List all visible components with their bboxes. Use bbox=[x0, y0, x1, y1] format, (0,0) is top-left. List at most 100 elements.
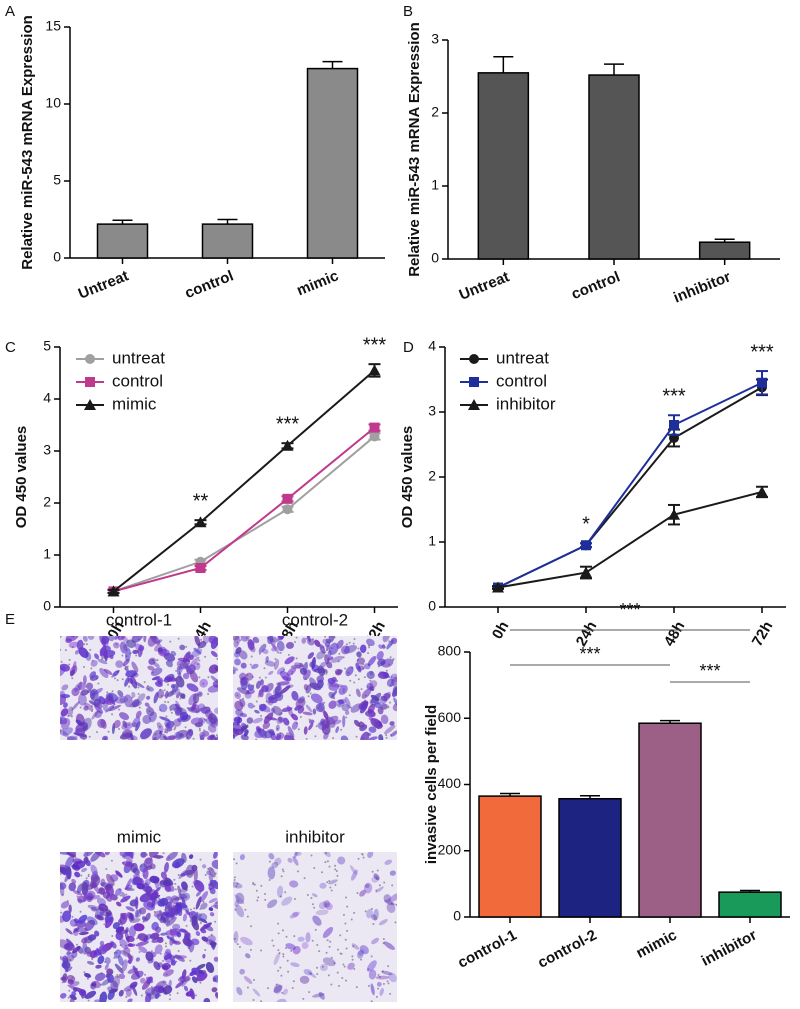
pore bbox=[310, 897, 313, 900]
pore bbox=[144, 973, 147, 976]
pore bbox=[350, 918, 353, 921]
cell bbox=[129, 701, 142, 708]
cell bbox=[381, 658, 394, 668]
cell bbox=[77, 693, 87, 706]
cell bbox=[94, 710, 102, 719]
cell bbox=[350, 869, 358, 881]
pore bbox=[314, 735, 317, 738]
cell bbox=[239, 968, 245, 975]
cell bbox=[192, 704, 200, 710]
pore bbox=[385, 734, 388, 737]
pore bbox=[191, 885, 194, 888]
cell bbox=[131, 636, 144, 643]
cell bbox=[66, 974, 76, 983]
cell bbox=[322, 957, 336, 967]
cell bbox=[99, 667, 109, 678]
cell bbox=[81, 937, 88, 944]
cell bbox=[359, 644, 367, 653]
cell bbox=[279, 685, 291, 695]
pore bbox=[167, 701, 170, 704]
pore bbox=[70, 715, 73, 718]
cell bbox=[208, 907, 214, 912]
cell bbox=[83, 852, 94, 857]
pore bbox=[156, 659, 159, 662]
cell bbox=[110, 980, 119, 992]
cell bbox=[62, 727, 73, 736]
cell bbox=[144, 987, 155, 996]
x-tick-label: Untreat bbox=[457, 268, 512, 303]
cell bbox=[118, 973, 126, 980]
pore bbox=[244, 908, 247, 911]
pore bbox=[378, 884, 381, 887]
cell bbox=[166, 677, 173, 682]
pore bbox=[216, 657, 218, 660]
cell bbox=[77, 682, 87, 690]
pore bbox=[67, 996, 70, 999]
pore bbox=[353, 681, 356, 684]
pore bbox=[238, 946, 241, 949]
bar bbox=[306, 67, 359, 259]
pore bbox=[326, 881, 329, 884]
cell bbox=[388, 972, 397, 983]
cell bbox=[233, 881, 243, 889]
cell bbox=[193, 661, 201, 671]
pore bbox=[377, 987, 380, 990]
pore bbox=[236, 641, 239, 644]
cell bbox=[103, 668, 113, 675]
cell bbox=[214, 666, 218, 671]
cell bbox=[208, 882, 213, 887]
pore bbox=[369, 679, 372, 682]
cell bbox=[240, 734, 249, 740]
pore bbox=[198, 729, 201, 732]
cell bbox=[184, 930, 190, 939]
cell bbox=[163, 951, 173, 964]
bar bbox=[698, 241, 751, 260]
cell bbox=[307, 971, 317, 979]
cell bbox=[215, 736, 218, 740]
cell bbox=[236, 687, 250, 695]
pore bbox=[361, 853, 364, 856]
pore bbox=[202, 682, 205, 685]
cell bbox=[198, 970, 207, 974]
cell bbox=[193, 868, 198, 883]
cell bbox=[284, 656, 295, 665]
pore bbox=[311, 903, 314, 906]
cell bbox=[281, 896, 293, 906]
cell bbox=[183, 985, 189, 992]
cell bbox=[199, 922, 212, 931]
legend-marker bbox=[469, 377, 479, 387]
cell bbox=[106, 968, 114, 976]
pore bbox=[150, 950, 153, 953]
pore bbox=[204, 949, 207, 952]
cell bbox=[61, 961, 71, 969]
cell bbox=[233, 728, 244, 736]
bar bbox=[478, 795, 542, 918]
cell bbox=[189, 670, 199, 683]
cell bbox=[240, 936, 253, 946]
marker bbox=[369, 431, 380, 442]
pore bbox=[272, 944, 275, 947]
pore bbox=[345, 716, 348, 719]
cells bbox=[233, 852, 397, 1002]
cell bbox=[135, 721, 141, 732]
cell bbox=[134, 909, 139, 919]
cell bbox=[235, 709, 244, 717]
cell bbox=[165, 929, 178, 936]
cell bbox=[195, 890, 202, 897]
pore bbox=[345, 947, 348, 950]
pore bbox=[354, 674, 357, 677]
y-tick-label: 1 bbox=[428, 533, 436, 549]
cell bbox=[177, 717, 182, 723]
cell bbox=[311, 664, 320, 672]
cell bbox=[212, 716, 218, 723]
pore bbox=[351, 955, 354, 958]
cell bbox=[268, 670, 274, 676]
pore bbox=[307, 695, 310, 698]
cell bbox=[331, 655, 344, 663]
cell bbox=[337, 856, 346, 865]
cell bbox=[260, 679, 264, 686]
pore bbox=[137, 686, 140, 689]
cell bbox=[368, 726, 377, 733]
cell bbox=[60, 708, 69, 717]
